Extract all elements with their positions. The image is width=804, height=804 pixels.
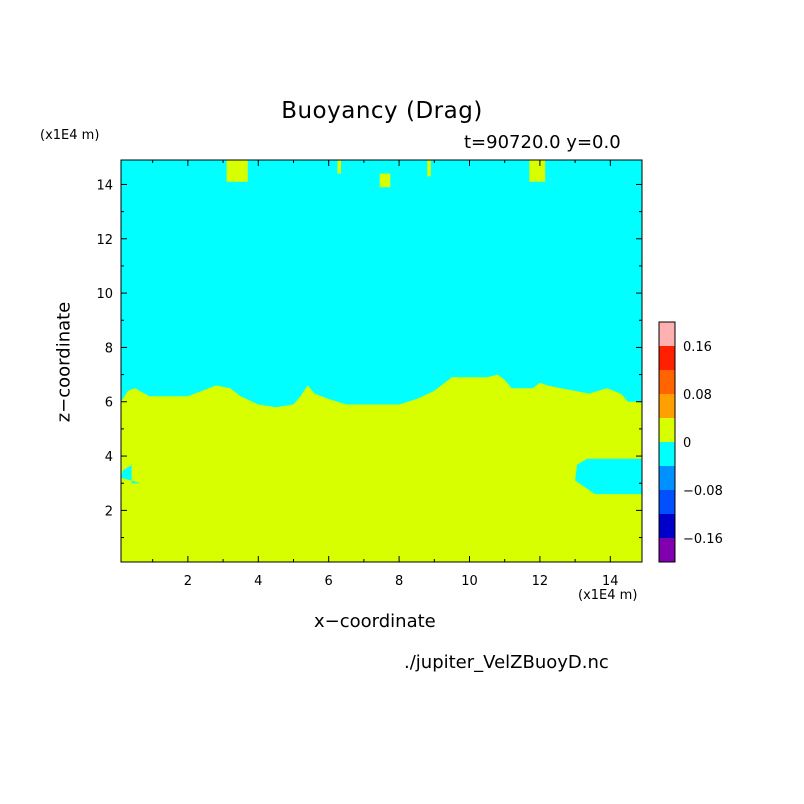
- negative-patch: [121, 464, 141, 484]
- colorbar-segment: [659, 346, 675, 370]
- y-tick-label: 14: [96, 178, 113, 193]
- colorbar-label: −0.08: [683, 484, 723, 499]
- chart-subtitle: t=90720.0 y=0.0: [464, 132, 621, 153]
- colorbar-segment: [659, 442, 675, 466]
- x-tick-label: 14: [602, 574, 619, 589]
- positive-patch: [529, 160, 546, 182]
- colorbar-segment: [659, 418, 675, 442]
- colorbar: 0.16 0.08 0 −0.08 −0.16: [658, 321, 723, 563]
- x-axis-unit: (x1E4 m): [578, 588, 638, 603]
- chart-title: Buoyancy (Drag): [281, 98, 483, 124]
- y-axis-label: z−coordinate: [53, 301, 75, 423]
- axis-ticks: 2 4 6 8 10 12 14 2 4 6 8 10 12 14: [96, 160, 642, 589]
- x-tick-label: 4: [254, 574, 262, 589]
- positive-patch: [427, 160, 431, 177]
- positive-patch: [337, 160, 342, 174]
- colorbar-segment: [659, 394, 675, 418]
- plot-area: [120, 159, 643, 563]
- source-filename: ./jupiter_VelZBuoyD.nc: [404, 652, 609, 673]
- y-tick-label: 8: [105, 341, 113, 356]
- y-tick-label: 2: [105, 504, 113, 519]
- y-tick-label: 10: [96, 287, 113, 302]
- colorbar-segment: [659, 370, 675, 394]
- colorbar-segment: [659, 514, 675, 538]
- x-tick-label: 2: [184, 574, 192, 589]
- colorbar-segment: [659, 466, 675, 490]
- colorbar-segment: [659, 322, 675, 346]
- colorbar-label: 0.08: [683, 388, 712, 403]
- x-tick-label: 10: [461, 574, 478, 589]
- y-tick-label: 4: [105, 450, 113, 465]
- positive-patch: [226, 160, 248, 182]
- positive-buoyancy-region: [121, 374, 642, 562]
- colorbar-segment: [659, 490, 675, 514]
- colorbar-label: −0.16: [683, 532, 723, 547]
- positive-patch: [379, 173, 391, 188]
- plot-frame: [120, 159, 643, 563]
- x-tick-label: 8: [395, 574, 403, 589]
- x-axis-label: x−coordinate: [314, 611, 436, 632]
- colorbar-label: 0.16: [683, 340, 712, 355]
- y-tick-label: 12: [96, 233, 113, 248]
- colorbar-segment: [659, 538, 675, 562]
- colorbar-frame: [658, 321, 676, 563]
- negative-patch: [575, 458, 642, 495]
- y-axis-unit: (x1E4 m): [40, 128, 100, 143]
- x-tick-label: 6: [325, 574, 333, 589]
- y-tick-label: 6: [105, 396, 113, 411]
- colorbar-label: 0: [683, 436, 691, 451]
- x-tick-label: 12: [532, 574, 549, 589]
